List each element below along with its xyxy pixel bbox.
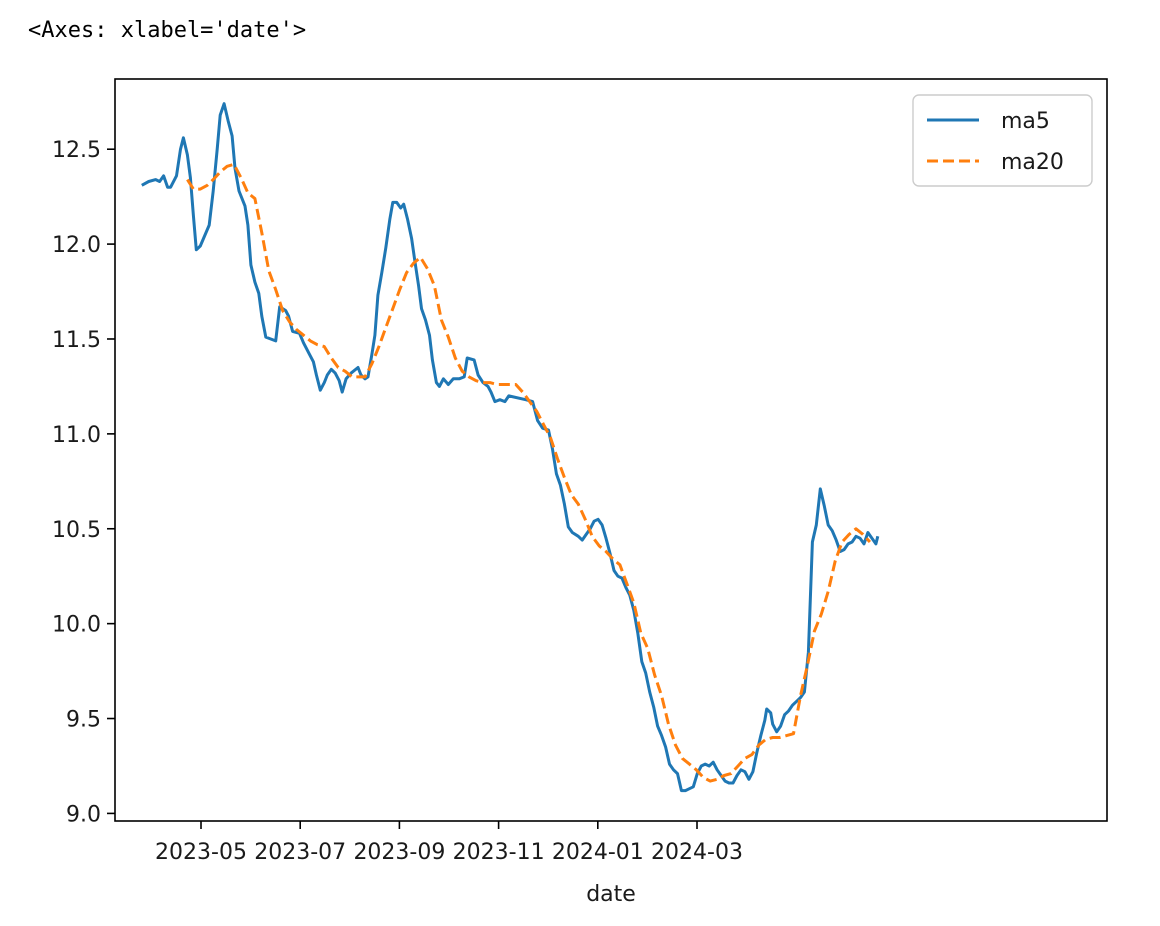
series-line-ma5 <box>141 102 880 793</box>
x-axis-label: date <box>586 882 636 907</box>
y-tick-label: 10.0 <box>52 613 101 638</box>
y-tick-label: 11.5 <box>52 328 101 353</box>
y-tick-label: 12.0 <box>52 233 101 258</box>
x-tick-label: 2024-03 <box>651 840 743 865</box>
legend: ma5 ma20 <box>912 94 1093 187</box>
legend-label-ma20: ma20 <box>1001 150 1064 175</box>
x-tick-label: 2024-01 <box>552 840 644 865</box>
x-tick-label: 2023-09 <box>353 840 445 865</box>
axes-frame <box>114 78 1108 822</box>
cell-output-repr: <Axes: xlabel='date'> <box>28 18 307 43</box>
y-tick-label: 9.5 <box>66 708 101 733</box>
x-tick-label: 2023-11 <box>453 840 545 865</box>
y-tick-label: 9.0 <box>66 802 101 827</box>
x-tick-label: 2023-07 <box>254 840 346 865</box>
y-tick-label: 12.5 <box>52 138 101 163</box>
series-line-ma20 <box>186 162 872 783</box>
x-axis-ticks: 2023-05 2023-07 2023-09 2023-11 2024-01 2024-… <box>155 821 743 865</box>
y-axis-ticks: 9.0 9.5 10.0 10.5 11.0 11.5 12.0 12.5 <box>52 138 115 827</box>
x-tick-label: 2023-05 <box>155 840 247 865</box>
y-tick-label: 10.5 <box>52 518 101 543</box>
legend-label-ma5: ma5 <box>1001 109 1050 134</box>
y-tick-label: 11.0 <box>52 423 101 448</box>
plot-lines <box>141 102 880 793</box>
legend-box <box>912 94 1093 187</box>
